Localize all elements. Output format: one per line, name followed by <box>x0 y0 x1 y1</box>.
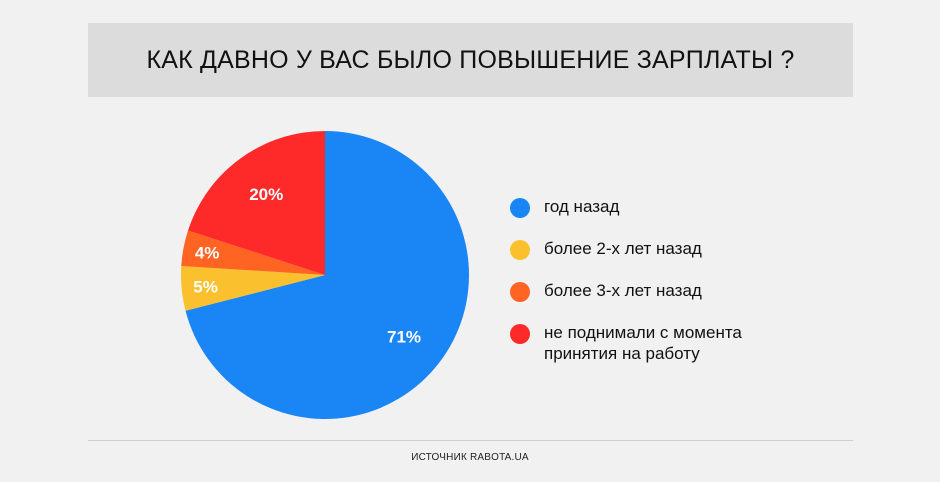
slice-label: 71% <box>387 327 421 346</box>
legend-item: год назад <box>510 196 840 218</box>
divider <box>88 440 853 441</box>
legend-swatch <box>510 198 530 218</box>
source-note: ИСТОЧНИК RABOTA.UA <box>411 452 529 463</box>
legend-item: не поднимали с момента принятия на работ… <box>510 322 840 364</box>
legend-swatch <box>510 282 530 302</box>
slice-label: 4% <box>195 244 220 263</box>
legend-label: более 2-х лет назад <box>544 239 702 258</box>
pie-slice <box>185 131 469 419</box>
legend-item: более 2-х лет назад <box>510 238 840 260</box>
legend-label: более 3-х лет назад <box>544 281 702 300</box>
legend-swatch <box>510 240 530 260</box>
legend-item: более 3-х лет назад <box>510 280 840 302</box>
pie-chart: 71% 5% 4% 20% <box>181 131 469 419</box>
pie-slice <box>181 265 325 311</box>
legend-swatch <box>510 324 530 344</box>
slice-label: 5% <box>193 277 218 296</box>
legend-label: год назад <box>544 197 620 216</box>
pie-slice <box>188 131 325 275</box>
title-bar: КАК ДАВНО У ВАС БЫЛО ПОВЫШЕНИЕ ЗАРПЛАТЫ … <box>88 23 853 97</box>
chart-title: КАК ДАВНО У ВАС БЫЛО ПОВЫШЕНИЕ ЗАРПЛАТЫ … <box>146 45 795 74</box>
legend: год назад более 2-х лет назад более 3-х … <box>510 196 840 384</box>
legend-label: не поднимали с момента принятия на работ… <box>544 323 742 363</box>
pie-slice <box>181 230 325 275</box>
slice-label: 20% <box>249 185 283 204</box>
